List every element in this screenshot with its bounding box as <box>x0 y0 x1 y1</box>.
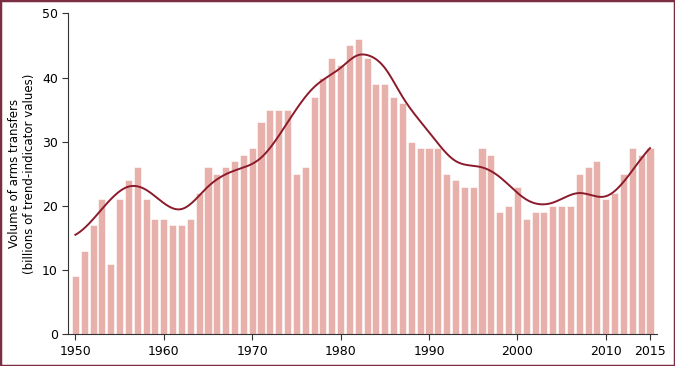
Bar <box>514 187 521 334</box>
Bar <box>434 148 441 334</box>
Bar <box>505 206 512 334</box>
Bar <box>620 174 627 334</box>
Bar <box>107 264 114 334</box>
Bar <box>99 199 105 334</box>
Bar <box>585 167 592 334</box>
Bar <box>90 225 97 334</box>
Bar <box>346 45 353 334</box>
Bar <box>638 154 645 334</box>
Bar <box>231 161 238 334</box>
Bar <box>452 180 459 334</box>
Bar <box>178 225 185 334</box>
Bar <box>629 148 636 334</box>
Bar <box>602 199 610 334</box>
Bar <box>443 174 450 334</box>
Bar <box>284 109 291 334</box>
Bar <box>275 109 282 334</box>
Bar <box>248 148 256 334</box>
Bar <box>461 187 468 334</box>
Bar <box>205 167 211 334</box>
Bar <box>355 39 362 334</box>
Y-axis label: Volume of arms transfers
(billions of trend-indicator values): Volume of arms transfers (billions of tr… <box>8 74 36 274</box>
Bar <box>479 148 485 334</box>
Bar <box>567 206 574 334</box>
Bar <box>310 97 318 334</box>
Bar <box>399 103 406 334</box>
Bar <box>425 148 433 334</box>
Bar <box>240 154 247 334</box>
Bar <box>531 212 539 334</box>
Bar <box>81 251 88 334</box>
Bar <box>267 109 273 334</box>
Bar <box>196 193 202 334</box>
Bar <box>257 123 265 334</box>
Bar <box>302 167 308 334</box>
Bar <box>116 199 123 334</box>
Bar <box>541 212 547 334</box>
Bar <box>522 219 530 334</box>
Bar <box>549 206 556 334</box>
Bar <box>187 219 194 334</box>
Bar <box>319 78 327 334</box>
Bar <box>558 206 565 334</box>
Bar <box>134 167 141 334</box>
Bar <box>470 187 477 334</box>
Bar <box>169 225 176 334</box>
Bar <box>222 167 230 334</box>
Bar <box>611 193 618 334</box>
Bar <box>416 148 424 334</box>
Bar <box>213 174 220 334</box>
Bar <box>647 148 653 334</box>
Bar <box>160 219 167 334</box>
Bar <box>125 180 132 334</box>
Bar <box>496 212 504 334</box>
Bar <box>142 199 150 334</box>
Bar <box>151 219 159 334</box>
Bar <box>408 142 415 334</box>
Bar <box>576 174 583 334</box>
Bar <box>487 154 494 334</box>
Bar <box>72 276 79 334</box>
Bar <box>593 161 601 334</box>
Bar <box>328 58 335 334</box>
Bar <box>293 174 300 334</box>
Bar <box>364 58 371 334</box>
Bar <box>373 84 379 334</box>
Bar <box>337 65 344 334</box>
Bar <box>381 84 388 334</box>
Bar <box>390 97 397 334</box>
